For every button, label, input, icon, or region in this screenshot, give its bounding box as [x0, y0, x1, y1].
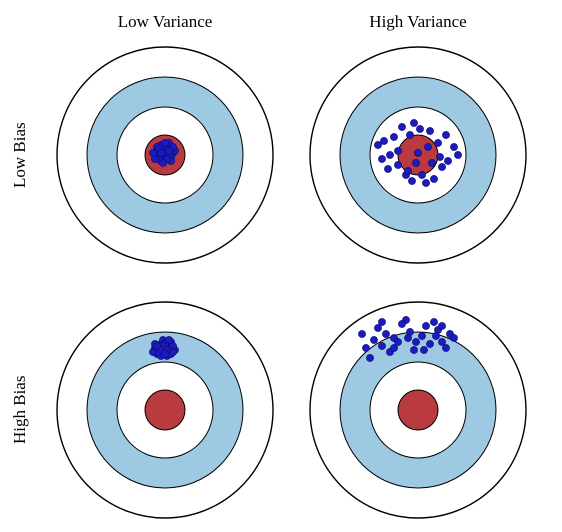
row-label-low-bias: Low Bias	[10, 115, 30, 195]
data-point	[426, 340, 433, 347]
data-point	[398, 123, 405, 130]
data-point	[406, 131, 413, 138]
panel-high-bias-low-variance	[45, 290, 285, 530]
data-point	[442, 344, 449, 351]
bias-variance-figure: Low Variance High Variance Low Bias High…	[0, 0, 562, 532]
data-point	[438, 322, 445, 329]
data-point	[380, 137, 387, 144]
data-point	[366, 354, 373, 361]
data-point	[378, 342, 385, 349]
col-label-high-variance: High Variance	[368, 12, 468, 32]
data-point	[410, 119, 417, 126]
target-svg-1	[298, 35, 538, 275]
data-point	[438, 163, 445, 170]
data-point	[404, 167, 411, 174]
data-point	[426, 127, 433, 134]
data-point	[428, 159, 435, 166]
data-point	[434, 139, 441, 146]
row-label-high-bias: High Bias	[10, 370, 30, 450]
data-point	[165, 147, 172, 154]
target-ring	[398, 390, 438, 430]
data-point	[394, 161, 401, 168]
data-point	[422, 179, 429, 186]
data-point	[378, 318, 385, 325]
data-point	[410, 346, 417, 353]
target-svg-0	[45, 35, 285, 275]
target-ring	[145, 390, 185, 430]
data-point	[408, 177, 415, 184]
data-point	[390, 344, 397, 351]
panel-high-bias-high-variance	[298, 290, 538, 530]
data-point	[424, 143, 431, 150]
data-point	[454, 151, 461, 158]
data-point	[398, 320, 405, 327]
data-point	[442, 131, 449, 138]
target-svg-3	[298, 290, 538, 530]
data-point	[157, 149, 164, 156]
data-point	[404, 334, 411, 341]
data-point	[161, 139, 168, 146]
data-point	[430, 175, 437, 182]
data-point	[169, 348, 176, 355]
data-point	[161, 350, 168, 357]
data-point	[384, 165, 391, 172]
panel-low-bias-low-variance	[45, 35, 285, 275]
panel-low-bias-high-variance	[298, 35, 538, 275]
data-point	[382, 330, 389, 337]
data-point	[412, 159, 419, 166]
data-point	[412, 338, 419, 345]
data-point	[432, 332, 439, 339]
data-point	[450, 334, 457, 341]
data-point	[378, 155, 385, 162]
data-point	[151, 155, 158, 162]
data-point	[422, 322, 429, 329]
data-point	[159, 159, 166, 166]
data-point	[444, 157, 451, 164]
data-point	[418, 332, 425, 339]
data-point	[418, 171, 425, 178]
data-point	[430, 318, 437, 325]
col-label-low-variance: Low Variance	[115, 12, 215, 32]
data-point	[390, 133, 397, 140]
data-point	[420, 346, 427, 353]
data-point	[362, 344, 369, 351]
data-point	[450, 143, 457, 150]
data-point	[358, 330, 365, 337]
data-point	[436, 153, 443, 160]
data-point	[153, 342, 160, 349]
data-point	[165, 336, 172, 343]
data-point	[394, 147, 401, 154]
data-point	[370, 336, 377, 343]
data-point	[414, 149, 421, 156]
data-point	[386, 151, 393, 158]
data-point	[416, 125, 423, 132]
target-svg-2	[45, 290, 285, 530]
